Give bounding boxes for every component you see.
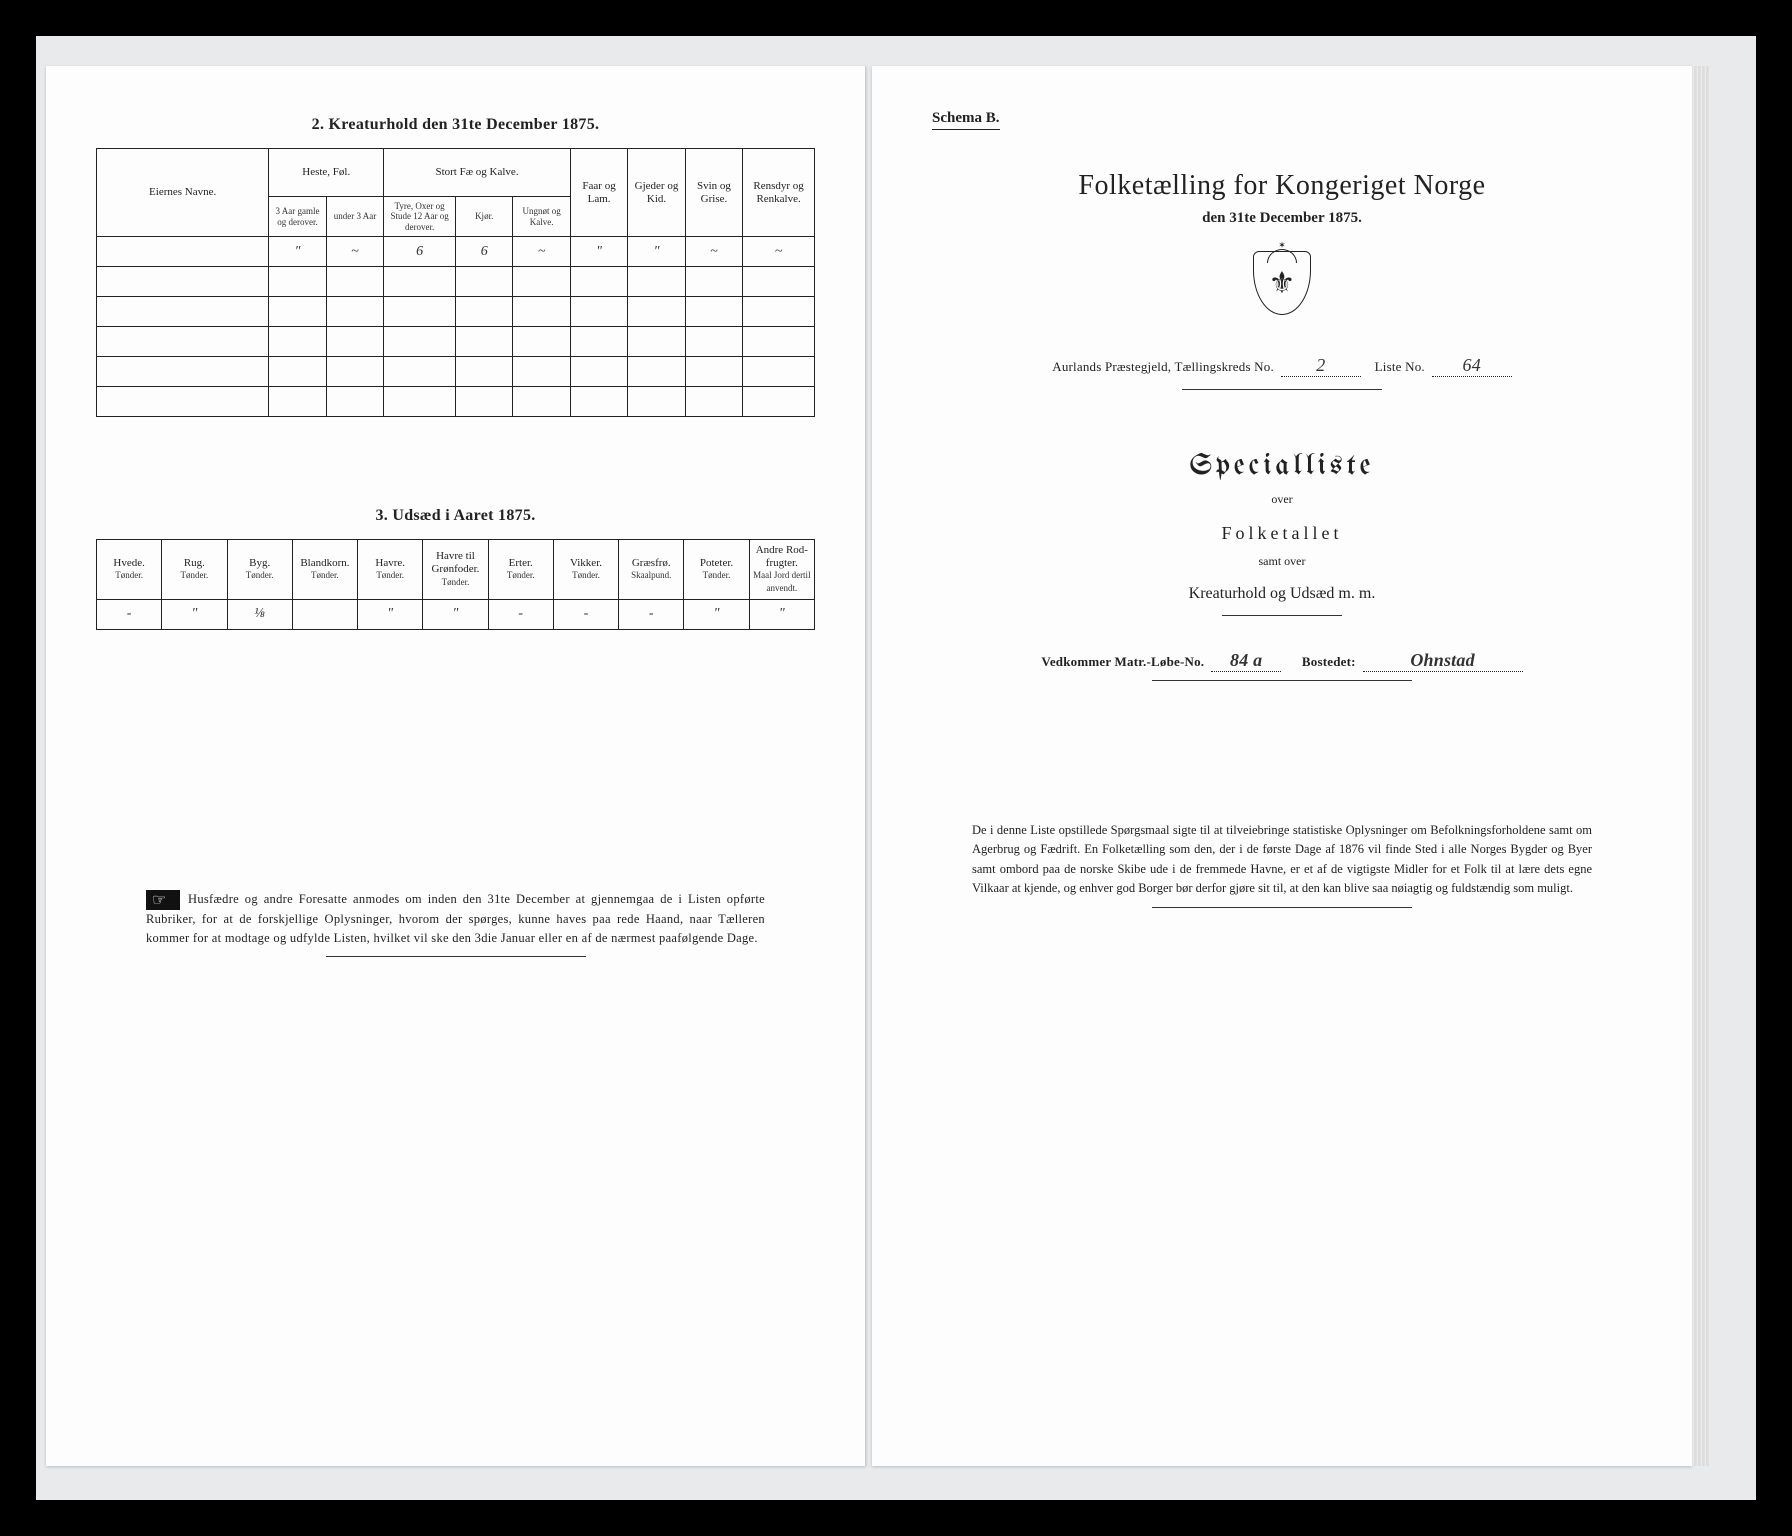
divider [326,956,586,957]
bostedet-label: Bostedet: [1302,654,1356,669]
t2-row-blank [97,267,815,297]
t3-col-9: Poteter.Tønder. [684,540,749,600]
folketallet-label: Folketallet [922,523,1642,544]
right-page: Schema B. Folketælling for Kongeriget No… [872,66,1692,1466]
th-owners: Eiernes Navne. [97,149,269,237]
census-subtitle: den 31te December 1875. [922,210,1642,227]
t3-cell-0: - [97,599,162,629]
th-h1: 3 Aar gamle og derover. [269,197,326,237]
t3-header-row: Hvede.Tønder.Rug.Tønder.Byg.Tønder.Bland… [97,540,815,600]
section3-title: 3. Udsæd i Aaret 1875. [96,507,815,525]
t3-col-8: Græsfrø.Skaalpund. [619,540,684,600]
t3-cell-1: " [162,599,227,629]
th-storfe: Stort Fæ og Kalve. [384,149,571,197]
table-kreaturhold: Eiernes Navne. Heste, Føl. Stort Fæ og K… [96,148,815,417]
th-s2: Kjør. [455,197,512,237]
t3-cell-3 [292,599,357,629]
t3-col-6: Erter.Tønder. [488,540,553,600]
th-faar: Faar og Lam. [570,149,627,237]
table-udsaed: Hvede.Tønder.Rug.Tønder.Byg.Tønder.Bland… [96,539,815,630]
t3-col-3: Blandkorn.Tønder. [292,540,357,600]
schema-label: Schema B. [932,110,1000,130]
th-h2: under 3 Aar [326,197,383,237]
th-s1: Tyre, Oxer og Stude 12 Aar og derover. [384,197,456,237]
bostedet-value: Ohnstad [1363,650,1523,672]
t3-cell-4: " [358,599,423,629]
line1a: Aurlands Præstegjeld, Tællingskreds No. [1052,359,1274,374]
vedkommer-line: Vedkommer Matr.-Løbe-No. 84 a Bostedet: … [922,650,1642,672]
prestegjeld-line: Aurlands Præstegjeld, Tællingskreds No. … [922,355,1642,377]
over-label: over [922,492,1642,507]
t3-cell-7: - [553,599,618,629]
left-page: 2. Kreaturhold den 31te December 1875. E… [46,66,866,1466]
t3-data-row: -"⅛""---"" [97,599,815,629]
th-gjeder: Gjeder og Kid. [628,149,685,237]
t2-row-blank [97,387,815,417]
th-rensdyr: Rensdyr og Renkalve. [743,149,815,237]
left-footer-text: Husfædre og andre Foresatte anmodes om i… [146,892,765,946]
right-footer-note: De i denne Liste opstillede Spørgsmaal s… [952,821,1612,908]
t3-cell-2: ⅛ [227,599,292,629]
t3-cell-9: " [684,599,749,629]
left-footer-note: Husfædre og andre Foresatte anmodes om i… [126,890,785,958]
t3-cell-8: - [619,599,684,629]
th-heste: Heste, Føl. [269,149,384,197]
t3-col-7: Vikker.Tønder. [553,540,618,600]
t3-col-10: Andre Rod-frugter.Maal Jord dertil anven… [749,540,814,600]
specialliste-heading: Specialliste [922,450,1642,482]
page-spread: 2. Kreaturhold den 31te December 1875. E… [36,66,1756,1466]
t2-row-blank [97,327,815,357]
census-title: Folketælling for Kongeriget Norge [922,170,1642,202]
divider [1152,680,1412,681]
divider [1152,907,1412,908]
divider [1222,615,1342,616]
t3-cell-5: " [423,599,488,629]
t2-row-blank [97,297,815,327]
line1b: Liste No. [1375,359,1425,374]
t3-col-1: Rug.Tønder. [162,540,227,600]
t2-row1: " ~ 6 6 ~ " " ~ ~ [97,237,815,267]
t3-col-0: Hvede.Tønder. [97,540,162,600]
t3-cell-10: " [749,599,814,629]
th-s3: Ungnøt og Kalve. [513,197,570,237]
right-footer-text: De i denne Liste opstillede Spørgsmaal s… [972,821,1592,899]
t2-row-blank [97,357,815,387]
t3-col-2: Byg.Tønder. [227,540,292,600]
t3-col-4: Havre.Tønder. [358,540,423,600]
th-svin: Svin og Grise. [685,149,742,237]
kreds-no: 2 [1281,355,1361,377]
scan-background: 2. Kreaturhold den 31te December 1875. E… [36,36,1756,1500]
divider [1182,389,1382,390]
t3-col-5: Havre til Grønfoder.Tønder. [423,540,488,600]
matr-no: 84 a [1211,650,1281,672]
kreaturhold-label: Kreaturhold og Udsæd m. m. [922,585,1642,603]
pointing-hand-icon [146,890,180,910]
coat-of-arms-icon: ⚜ [1247,251,1317,331]
t3-cell-6: - [488,599,553,629]
liste-no: 64 [1432,355,1512,377]
vedk-label: Vedkommer Matr.-Løbe-No. [1041,654,1204,669]
section2-title: 2. Kreaturhold den 31te December 1875. [96,116,815,134]
samt-label: samt over [922,554,1642,569]
